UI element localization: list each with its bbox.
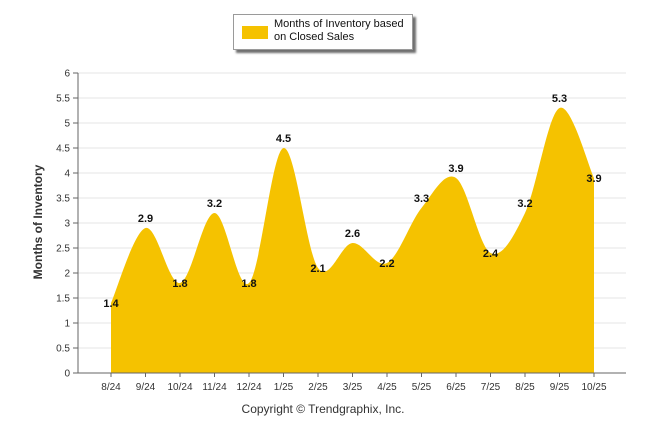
x-tick-label: 12/24 — [236, 382, 261, 393]
axes — [73, 72, 626, 377]
x-tick-label: 7/25 — [481, 382, 501, 393]
data-label: 1.4 — [103, 298, 119, 310]
area-fill — [111, 107, 594, 373]
y-tick-label: 4.5 — [56, 144, 70, 155]
x-tick-label: 8/24 — [101, 382, 121, 393]
y-tick-label: 3.5 — [56, 194, 70, 205]
x-tick-label: 8/25 — [515, 382, 535, 393]
x-axis-ticks: 8/24 9/24 10/24 11/24 12/24 1/25 2/25 3/25 4/25 5… — [101, 382, 607, 393]
x-tick-label: 9/25 — [550, 382, 570, 393]
x-tick-label: 10/25 — [581, 382, 606, 393]
x-tick-label: 11/24 — [202, 382, 227, 393]
data-label: 5.3 — [552, 93, 567, 105]
x-tick-label: 6/25 — [446, 382, 466, 393]
x-tick-label: 3/25 — [343, 382, 363, 393]
data-label: 2.9 — [138, 213, 153, 225]
y-tick-label: 2 — [64, 269, 70, 280]
data-label: 3.2 — [517, 198, 532, 210]
y-tick-label: 3 — [64, 219, 70, 230]
legend-swatch-icon — [242, 26, 268, 39]
x-tick-label: 10/24 — [167, 382, 192, 393]
y-axis-ticks: 0 0.5 1 1.5 2 2.5 3 3.5 4 4.5 5 5.5 6 — [56, 69, 70, 380]
data-label: 3.9 — [448, 163, 463, 175]
y-tick-label: 1 — [64, 319, 70, 330]
data-label: 3.9 — [586, 173, 601, 185]
data-label: 1.8 — [172, 278, 187, 290]
y-tick-label: 0.5 — [56, 344, 70, 355]
y-tick-label: 0 — [64, 369, 70, 380]
x-tick-label: 2/25 — [308, 382, 328, 393]
data-label: 2.1 — [310, 263, 325, 275]
x-tick-label: 5/25 — [412, 382, 432, 393]
legend-label: Months of Inventory based on Closed Sale… — [274, 18, 404, 43]
legend[interactable]: Months of Inventory based on Closed Sale… — [233, 14, 413, 50]
copyright-text: Copyright © Trendgraphix, Inc. — [241, 402, 405, 416]
y-tick-label: 6 — [64, 69, 70, 80]
y-tick-label: 2.5 — [56, 244, 70, 255]
data-label: 3.2 — [207, 198, 222, 210]
x-tick-label: 1/25 — [274, 382, 294, 393]
x-tick-label: 9/24 — [136, 382, 156, 393]
data-labels: 1.4 2.9 1.8 3.2 1.8 4.5 2.1 2.6 2.2 3.3 3.9 2.4 3.2 5… — [103, 93, 601, 310]
y-tick-label: 5 — [64, 119, 70, 130]
data-label: 3.3 — [414, 193, 429, 205]
y-tick-label: 4 — [64, 169, 70, 180]
y-tick-label: 1.5 — [56, 294, 70, 305]
data-label: 2.4 — [483, 248, 499, 260]
data-label: 1.8 — [241, 278, 256, 290]
data-label: 4.5 — [276, 133, 291, 145]
area-series — [111, 107, 594, 373]
data-label: 2.6 — [345, 228, 360, 240]
y-axis-title: Months of Inventory — [31, 164, 45, 280]
y-tick-label: 5.5 — [56, 94, 70, 105]
data-label: 2.2 — [379, 258, 394, 270]
x-tick-label: 4/25 — [377, 382, 397, 393]
